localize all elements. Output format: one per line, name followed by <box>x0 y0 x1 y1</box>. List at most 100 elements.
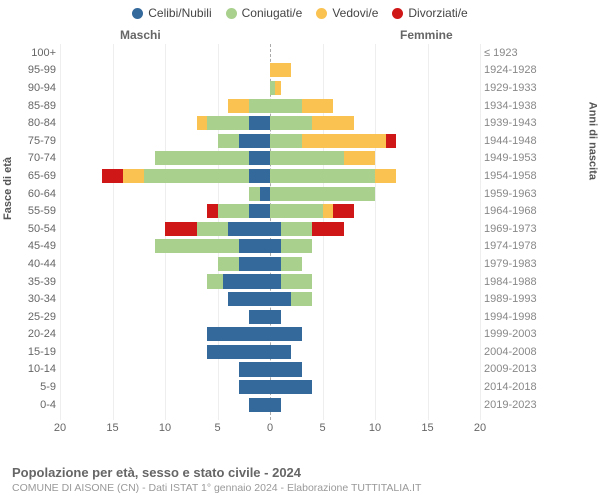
bar-segment <box>155 239 239 253</box>
bar-segment <box>228 99 249 113</box>
bar-female <box>270 257 302 271</box>
bar-segment <box>197 116 208 130</box>
birth-year-label: 2004-2008 <box>484 346 546 358</box>
bar-segment <box>165 222 197 236</box>
bar-male <box>228 292 270 306</box>
bar-male <box>207 204 270 218</box>
age-row: 15-192004-2008 <box>60 343 480 361</box>
bar-segment <box>312 116 354 130</box>
legend-swatch <box>132 8 143 19</box>
birth-year-label: 1959-1963 <box>484 188 546 200</box>
age-row: 0-42019-2023 <box>60 396 480 414</box>
chart-rows: 100+≤ 192395-991924-192890-941929-193385… <box>60 44 480 413</box>
bar-segment <box>270 99 302 113</box>
age-row: 40-441979-1983 <box>60 255 480 273</box>
bar-segment <box>270 310 281 324</box>
legend-label: Vedovi/e <box>332 6 378 20</box>
birth-year-label: 1979-1983 <box>484 258 546 270</box>
age-label: 75-79 <box>12 135 56 147</box>
age-row: 90-941929-1933 <box>60 79 480 97</box>
bar-segment <box>323 204 334 218</box>
x-tick: 5 <box>214 422 220 434</box>
age-row: 95-991924-1928 <box>60 62 480 80</box>
bar-male <box>207 327 270 341</box>
bar-segment <box>239 239 271 253</box>
bar-male <box>249 187 270 201</box>
x-tick: 15 <box>421 422 433 434</box>
bar-segment <box>207 345 270 359</box>
legend-label: Divorziati/e <box>408 6 467 20</box>
x-tick: 10 <box>159 422 171 434</box>
bar-segment <box>270 292 291 306</box>
bar-segment <box>249 310 270 324</box>
header-female: Femmine <box>400 28 453 42</box>
bar-segment <box>270 187 375 201</box>
birth-year-label: 1949-1953 <box>484 152 546 164</box>
bar-segment <box>223 274 270 288</box>
birth-year-label: 2019-2023 <box>484 399 546 411</box>
bar-segment <box>281 239 313 253</box>
bar-segment <box>270 398 281 412</box>
legend-item: Vedovi/e <box>316 6 378 20</box>
age-label: 30-34 <box>12 293 56 305</box>
age-row: 100+≤ 1923 <box>60 44 480 62</box>
age-label: 65-69 <box>12 170 56 182</box>
bar-male <box>249 310 270 324</box>
bar-segment <box>281 257 302 271</box>
bar-segment <box>270 169 375 183</box>
birth-year-label: 1939-1943 <box>484 117 546 129</box>
bar-segment <box>375 169 396 183</box>
birth-year-label: 1929-1933 <box>484 82 546 94</box>
birth-year-label: 1989-1993 <box>484 293 546 305</box>
age-row: 55-591964-1968 <box>60 202 480 220</box>
age-row: 50-541969-1973 <box>60 220 480 238</box>
age-label: 10-14 <box>12 363 56 375</box>
bar-segment <box>102 169 123 183</box>
bar-segment <box>291 292 312 306</box>
bar-male <box>102 169 270 183</box>
bar-female <box>270 204 354 218</box>
x-axis: 055101015152020 <box>60 420 480 440</box>
chart-footer: Popolazione per età, sesso e stato civil… <box>12 465 588 494</box>
bar-female <box>270 239 312 253</box>
x-tick: 10 <box>369 422 381 434</box>
bar-female <box>270 63 291 77</box>
bar-male <box>207 274 270 288</box>
bar-segment <box>270 134 302 148</box>
bar-male <box>239 380 271 394</box>
x-tick: 15 <box>106 422 118 434</box>
age-label: 25-29 <box>12 311 56 323</box>
legend-item: Divorziati/e <box>392 6 467 20</box>
bar-segment <box>270 116 312 130</box>
age-label: 45-49 <box>12 240 56 252</box>
bar-male <box>228 99 270 113</box>
bar-segment <box>228 292 270 306</box>
bar-female <box>270 151 375 165</box>
bar-segment <box>270 257 281 271</box>
bar-female <box>270 274 312 288</box>
age-label: 70-74 <box>12 152 56 164</box>
chart-title: Popolazione per età, sesso e stato civil… <box>12 465 588 480</box>
bar-male <box>218 257 271 271</box>
bar-segment <box>218 134 239 148</box>
bar-female <box>270 292 312 306</box>
bar-male <box>155 239 271 253</box>
bar-segment <box>386 134 397 148</box>
x-tick: 0 <box>267 422 273 434</box>
age-label: 90-94 <box>12 82 56 94</box>
bar-segment <box>260 187 271 201</box>
bar-female <box>270 134 396 148</box>
bar-segment <box>270 345 291 359</box>
age-row: 10-142009-2013 <box>60 361 480 379</box>
gridline <box>480 44 481 420</box>
bar-female <box>270 345 291 359</box>
age-row: 25-291994-1998 <box>60 308 480 326</box>
birth-year-label: 1924-1928 <box>484 64 546 76</box>
age-label: 85-89 <box>12 100 56 112</box>
bar-female <box>270 222 344 236</box>
bar-segment <box>312 222 344 236</box>
bar-segment <box>207 116 249 130</box>
bar-segment <box>344 151 376 165</box>
birth-year-label: 1999-2003 <box>484 328 546 340</box>
age-label: 80-84 <box>12 117 56 129</box>
